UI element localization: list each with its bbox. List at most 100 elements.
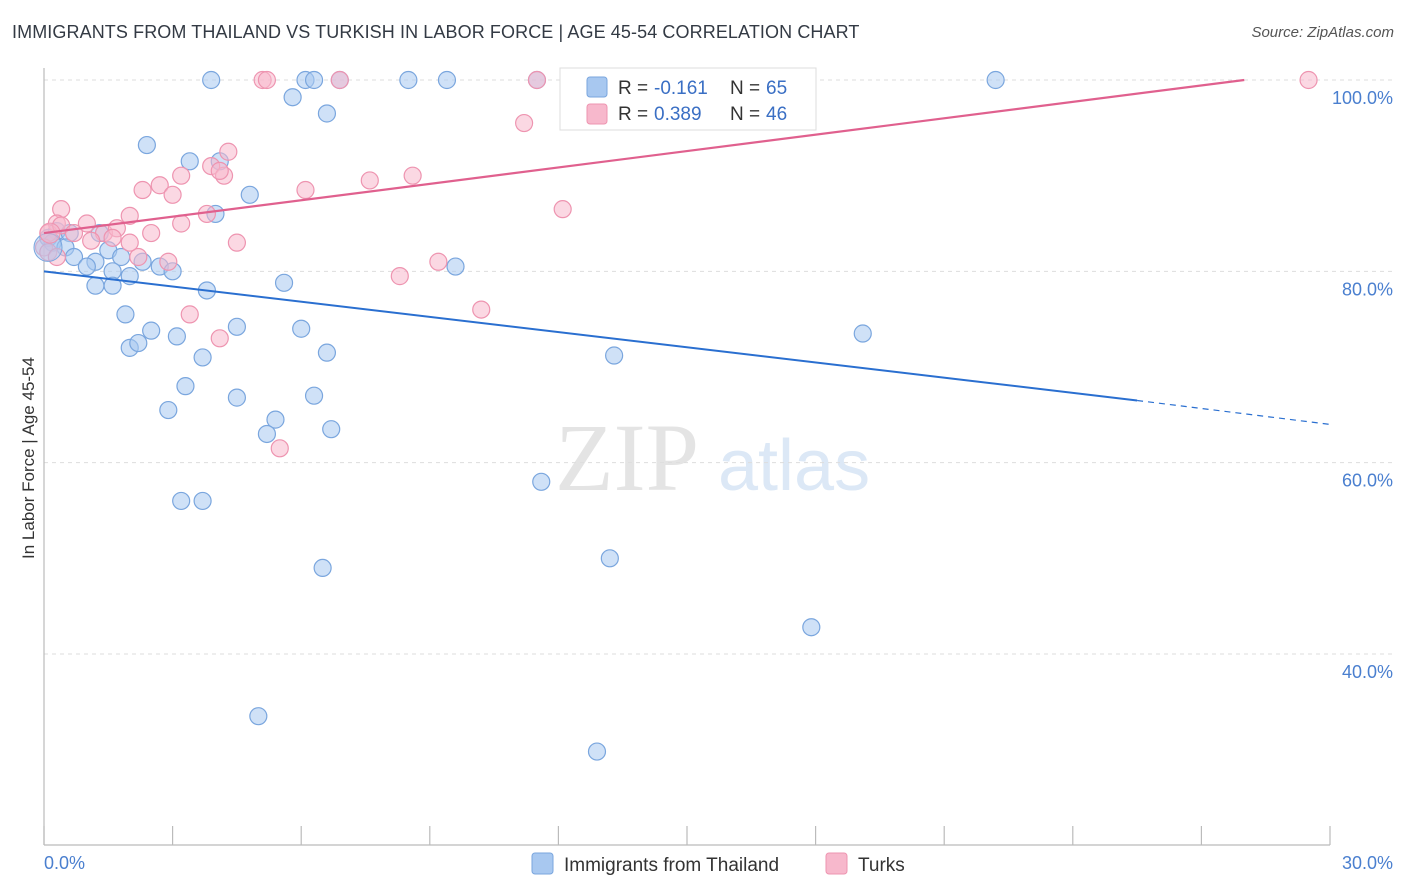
point-blue-32 [86,276,105,295]
point-blue-47 [176,377,195,396]
point-blue-38 [167,327,186,346]
gridlines [44,79,1393,655]
point-pink-31 [103,228,122,247]
legend-r-label-1: R = [618,78,648,99]
point-blue-11 [180,152,199,171]
watermark-zip: ZIP [555,404,699,511]
point-blue-58 [313,558,332,578]
point-blue-55 [172,491,191,511]
point-pink-42 [210,329,229,348]
point-pink-2 [330,70,349,90]
point-blue-43 [193,348,212,367]
bottom-legend: Immigrants from Thailand Turks [531,852,905,876]
trend-line-blue [43,270,1138,402]
point-blue-4 [399,70,418,90]
point-blue-8 [283,88,302,107]
legend-n-value-2: 46 [766,104,787,125]
point-pink-44 [120,233,139,252]
point-pink-9 [172,166,191,185]
trend-line-pink [43,78,1245,235]
point-pink-22 [120,206,139,225]
point-pink-37 [159,252,178,271]
y-tick-label-100: 100.0% [1332,88,1393,108]
point-pink-3 [527,70,547,90]
legend-swatch-blue [586,76,608,98]
point-blue-33 [103,276,122,295]
legend-n-label-2: N = [730,104,760,125]
point-pink-13 [403,166,422,185]
point-pink-6 [515,113,534,133]
y-axis-label: In Labor Force | Age 45-54 [19,357,38,559]
point-blue-35 [446,257,465,276]
legend-swatch-pink [586,103,608,125]
bottom-legend-swatch-blue [531,852,554,875]
axes [43,68,1331,846]
point-pink-40 [472,300,491,319]
x-tick-max: 30.0% [1342,853,1393,873]
point-blue-7 [986,70,1005,90]
point-pink-41 [180,305,199,324]
point-blue-49 [304,386,324,405]
point-blue-40 [292,319,311,338]
point-pink-38 [429,252,448,271]
point-pink-15 [150,176,169,195]
legend: R = -0.161 N = 65 R = 0.389 N = 46 [559,67,817,131]
point-blue-0 [202,70,221,90]
bottom-legend-label-1: Immigrants from Thailand [564,855,779,876]
point-pink-32 [227,233,246,252]
point-blue-48 [227,388,246,407]
point-pink-27 [64,223,84,243]
point-blue-53 [322,420,341,439]
source-credit: Source: ZipAtlas.com [1251,24,1394,41]
legend-n-value-1: 65 [766,78,787,99]
point-blue-2 [304,70,324,90]
point-pink-39 [390,267,409,286]
legend-r-value-1: -0.161 [654,78,708,99]
point-pink-16 [163,185,182,204]
legend-r-label-2: R = [618,104,648,125]
point-blue-39 [227,317,246,336]
point-blue-44 [317,343,337,362]
point-blue-37 [142,321,161,340]
point-pink-17 [296,180,315,200]
point-pink-14 [133,180,152,200]
point-pink-7 [219,142,238,161]
point-pink-36 [129,247,148,267]
y-tick-label-40: 40.0% [1342,662,1393,682]
point-blue-50 [159,400,178,420]
x-tick-min: 0.0% [44,853,85,873]
legend-n-label-1: N = [730,78,760,99]
point-pink-45 [82,231,101,250]
point-blue-9 [317,104,337,123]
point-blue-45 [605,346,624,365]
point-pink-1 [257,70,277,90]
point-blue-28 [77,257,96,276]
point-blue-46 [853,324,872,343]
point-pink-11 [210,161,229,180]
point-pink-12 [360,171,379,190]
point-blue-59 [802,618,821,637]
point-blue-5 [437,70,457,90]
point-blue-36 [116,305,135,324]
point-blue-52 [257,424,277,444]
watermark-atlas: atlas [718,426,870,506]
trend-lines [43,78,1331,425]
y-tick-label-80: 80.0% [1342,279,1393,299]
chart-title: IMMIGRANTS FROM THAILAND VS TURKISH IN L… [12,22,860,42]
point-blue-51 [266,410,285,429]
y-tick-labels: 100.0% 80.0% 60.0% 40.0% [1332,88,1393,682]
point-pink-23 [172,214,191,233]
bottom-legend-label-2: Turks [858,855,905,876]
point-pink-24 [553,200,572,219]
point-pink-43 [270,439,289,458]
point-blue-60 [249,707,268,726]
legend-r-value-2: 0.389 [654,104,702,125]
point-pink-5 [1299,70,1318,90]
point-blue-61 [587,742,607,761]
point-blue-13 [240,185,259,204]
trend-line-blue-extension [1137,399,1331,425]
point-blue-56 [193,491,212,511]
bottom-legend-swatch-pink [825,852,848,875]
y-tick-label-60: 60.0% [1342,471,1393,491]
